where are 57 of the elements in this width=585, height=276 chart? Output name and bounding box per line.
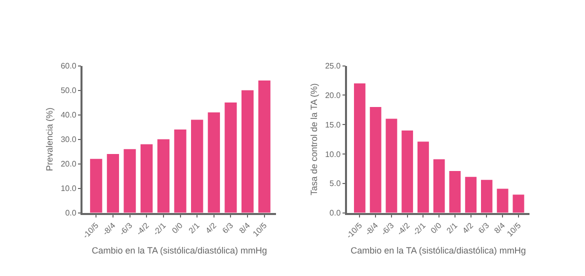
bar	[191, 120, 204, 213]
y-tick-label: 5.0	[330, 179, 342, 188]
y-tick-label: 0.0	[330, 208, 342, 218]
bar	[106, 154, 120, 213]
bar	[258, 80, 270, 213]
bar	[449, 171, 461, 213]
y-tick-label: 0.0	[65, 208, 77, 218]
x-tick-label: 8/4	[492, 220, 508, 236]
y-tick-label: 50.0	[60, 86, 77, 96]
x-tick-label: -4/2	[134, 220, 152, 238]
bar	[417, 142, 429, 213]
y-tick-label: 30.0	[60, 135, 77, 144]
x-tick-label: 2/1	[444, 220, 460, 236]
bar	[433, 159, 445, 213]
x-tick-label: 4/2	[460, 220, 476, 236]
bar	[174, 129, 186, 213]
y-tick-label: 25.0	[325, 62, 342, 71]
x-axis-title: Cambio en la TA (sistólica/diastólica) mmHg	[92, 246, 268, 256]
y-tick-label: 60.0	[60, 62, 77, 71]
bar	[402, 130, 414, 213]
x-tick-label: 6/3	[476, 220, 492, 236]
x-tick-label: 8/4	[238, 220, 252, 236]
x-tick-label: -4/2	[395, 220, 412, 238]
bar	[465, 176, 477, 213]
x-tick-label: -8/4	[364, 220, 380, 238]
bar	[354, 83, 366, 213]
bar	[370, 106, 382, 213]
x-tick-label: -8/4	[101, 220, 118, 238]
y-axis-title: Prevalencia (%)	[44, 108, 55, 172]
y-tick-label: 20.0	[60, 160, 77, 169]
bar	[512, 194, 524, 213]
x-tick-label: -2/1	[411, 220, 428, 238]
y-tick-label: 10.0	[325, 150, 342, 159]
x-tick-label: 2/1	[187, 220, 202, 236]
y-tick-label: 40.0	[60, 110, 77, 120]
y-tick-label: 20.0	[325, 90, 342, 100]
bar	[224, 102, 237, 213]
bar	[157, 139, 170, 213]
bar	[140, 144, 153, 213]
x-tick-label: -6/3	[380, 220, 396, 238]
x-axis-title: Cambio en la TA (sistólica/diastólica) mmHg	[350, 246, 526, 256]
x-tick-label: 6/3	[220, 220, 236, 236]
y-tick-label: 15.0	[325, 120, 342, 130]
bar	[90, 158, 102, 213]
bar	[241, 90, 254, 213]
x-tick-label: 4/2	[204, 220, 219, 236]
x-tick-label: -2/1	[152, 220, 168, 238]
bar	[124, 149, 136, 213]
y-tick-label: 10.0	[60, 184, 77, 194]
x-tick-label: 0/0	[429, 220, 444, 236]
x-tick-label: 0/0	[170, 220, 185, 236]
bar	[480, 180, 492, 213]
bar	[496, 188, 508, 213]
bar	[208, 112, 220, 213]
bar	[386, 118, 398, 213]
x-tick-label: -6/3	[118, 220, 134, 238]
y-axis-title: Tasa de control de la TA (%)	[308, 83, 319, 196]
